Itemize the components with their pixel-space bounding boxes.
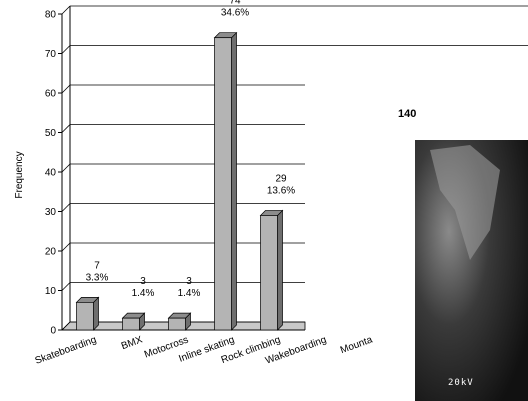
grid-diagonal	[62, 243, 70, 251]
value-label: 29	[275, 173, 287, 184]
value-label: 3	[140, 276, 146, 287]
bar	[123, 318, 140, 330]
y-tick-label: 70	[45, 49, 57, 60]
value-label: 74	[229, 0, 241, 7]
y-tick-label: 60	[45, 89, 57, 100]
grid-diagonal	[62, 164, 70, 172]
x-tick-label: BMX	[120, 334, 144, 352]
grid-diagonal	[62, 6, 70, 14]
y-tick-label: 0	[50, 326, 56, 337]
y-tick-label: 50	[45, 128, 57, 139]
figure-label: 140	[398, 108, 416, 120]
grid-diagonal	[62, 85, 70, 93]
percent-label: 1.4%	[132, 288, 155, 299]
value-label: 3	[186, 276, 192, 287]
bar	[261, 215, 278, 330]
bar-side	[278, 210, 283, 330]
value-label: 7	[94, 260, 100, 271]
x-tick-label: Skateboarding	[34, 334, 98, 366]
scale-text: 20kV	[448, 378, 474, 388]
x-tick-label: Mounta	[339, 334, 375, 356]
bar-side	[94, 297, 99, 330]
grid-diagonal	[62, 283, 70, 291]
grid-diagonal	[62, 46, 70, 54]
y-tick-label: 40	[45, 168, 57, 179]
y-tick-label: 30	[45, 207, 57, 218]
percent-label: 1.4%	[178, 288, 201, 299]
grid-diagonal	[62, 125, 70, 133]
bar	[169, 318, 186, 330]
percent-label: 34.6%	[221, 8, 249, 19]
chart: 140 20kV Frequency 0 10 20 30 40 50 60 70 80 Skat…	[0, 0, 528, 401]
bar	[215, 38, 232, 330]
bar	[77, 302, 94, 330]
page: {"chart_data": {"type": "bar3d", "y_labe…	[0, 0, 528, 401]
y-axis-label: Frequency	[14, 151, 25, 198]
y-tick-label: 10	[45, 286, 57, 297]
grid-diagonal	[62, 204, 70, 212]
percent-label: 3.3%	[86, 272, 109, 283]
y-tick-label: 20	[45, 247, 57, 258]
bar-side	[232, 33, 237, 330]
percent-label: 13.6%	[267, 185, 295, 196]
y-tick-label: 80	[45, 10, 57, 21]
